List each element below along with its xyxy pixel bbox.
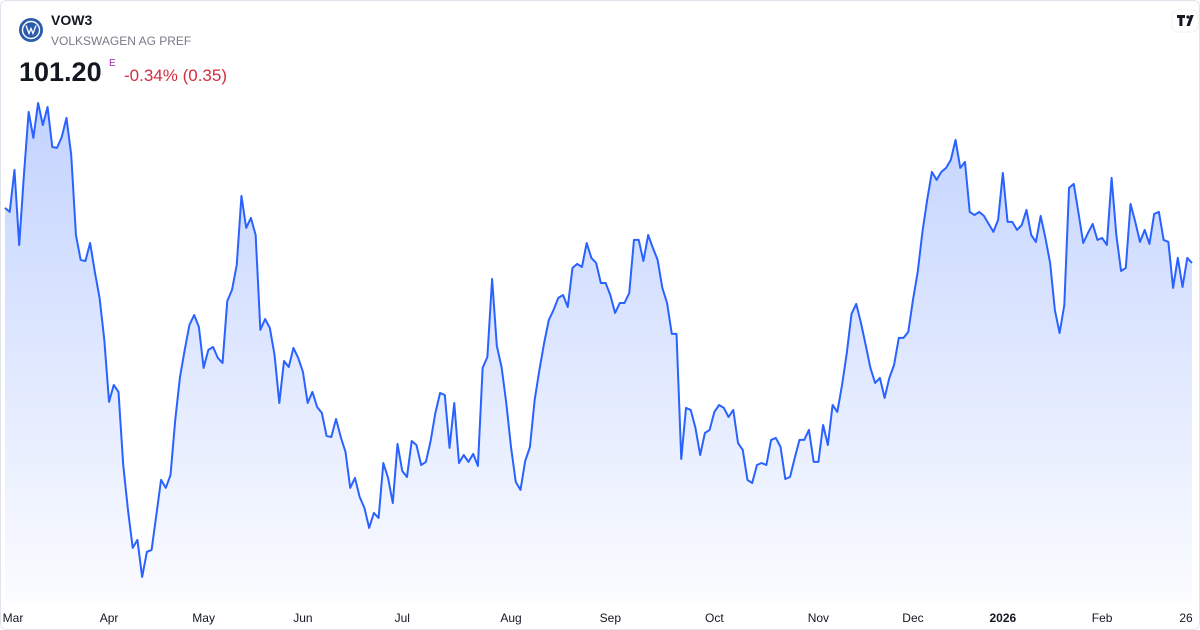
x-tick-label: May bbox=[192, 611, 215, 625]
x-tick-label: Oct bbox=[705, 611, 724, 625]
x-tick-label: Nov bbox=[808, 611, 829, 625]
x-tick-label: 2026 bbox=[989, 611, 1016, 625]
x-tick-label: Jul bbox=[395, 611, 410, 625]
plot-area: Mar Apr May Jun Jul Aug Sep Oct Nov Dec 2026 Feb 26 bbox=[3, 102, 1193, 625]
x-tick-label: Feb bbox=[1092, 611, 1113, 625]
price-flag: E bbox=[109, 58, 116, 69]
x-tick-label: Sep bbox=[600, 611, 622, 625]
symbol-name: VOLKSWAGEN AG PREF bbox=[51, 34, 191, 48]
x-tick-label: Dec bbox=[902, 611, 923, 625]
x-tick-label: Aug bbox=[500, 611, 521, 625]
x-tick-label: 26 bbox=[1179, 611, 1193, 625]
symbol: VOW3 bbox=[51, 12, 92, 28]
symbol-logo bbox=[19, 18, 43, 42]
x-tick-label: Apr bbox=[100, 611, 119, 625]
x-tick-label: Jun bbox=[293, 611, 312, 625]
price-change: -0.34% (0.35) bbox=[124, 66, 227, 85]
x-tick-label: Mar bbox=[3, 611, 24, 625]
brand-logo bbox=[1171, 9, 1199, 33]
price-line bbox=[4, 102, 1193, 578]
area-fill bbox=[5, 103, 1192, 601]
last-price: 101.20 bbox=[19, 57, 102, 87]
